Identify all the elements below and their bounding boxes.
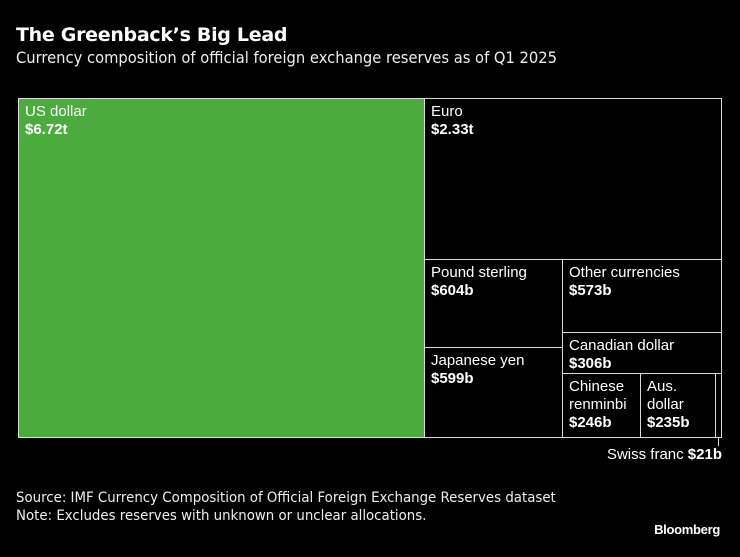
cell-name: Other currencies [569,264,680,281]
source-note: Source: IMF Currency Composition of Offi… [16,490,556,506]
treemap-cell-us-dollar: US dollar $6.72t [18,98,425,438]
footer-notes: Source: IMF Currency Composition of Offi… [16,489,559,525]
cell-value: $604b [431,282,474,299]
swiss-franc-name: Swiss franc [606,446,684,463]
cell-value: $306b [569,355,612,372]
cell-name: Pound sterling [431,264,527,281]
swiss-franc-callout: Swiss franc $21b [607,446,722,463]
chart-title: The Greenback’s Big Lead [16,24,288,46]
treemap-cell-chinese-renminbi: Chinese renminbi $246b [562,373,641,438]
cell-value: $599b [431,370,474,387]
swiss-franc-leader-line [718,437,719,446]
cell-value: $6.72t [25,121,68,138]
treemap-cell-pound-sterling: Pound sterling $604b [424,259,563,348]
treemap-cell-japanese-yen: Japanese yen $599b [424,347,563,438]
cell-value: $573b [569,282,612,299]
treemap-cell-swiss-franc [715,373,722,438]
cell-name: Canadian dollar [569,337,675,354]
cell-name: Aus. dollar [647,378,684,413]
treemap-cell-aus-dollar: Aus. dollar $235b [640,373,716,438]
note: Note: Excludes reserves with unknown or … [16,508,427,524]
treemap-cell-euro: Euro $2.33t [424,98,722,260]
chart-subtitle: Currency composition of official foreign… [16,48,558,67]
bloomberg-logo: Bloomberg [654,522,720,537]
cell-name: US dollar [25,103,87,120]
cell-value: $2.33t [431,121,474,138]
cell-name: Euro [431,103,463,120]
treemap-cell-canadian-dollar: Canadian dollar $306b [562,332,722,374]
swiss-franc-value: $21b [687,446,722,463]
cell-name: Japanese yen [431,352,525,369]
cell-name: Chinese renminbi [569,378,627,413]
cell-value: $235b [647,414,690,431]
treemap-cell-other-currencies: Other currencies $573b [562,259,722,333]
cell-value: $246b [569,414,612,431]
